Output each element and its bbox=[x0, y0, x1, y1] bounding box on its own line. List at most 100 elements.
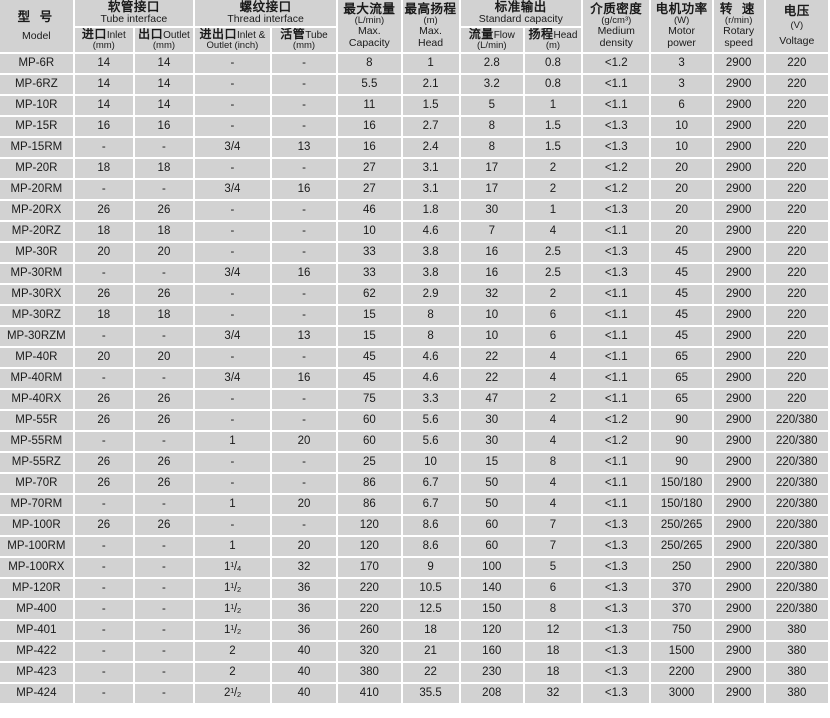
cell-voltage_v: 220 bbox=[765, 368, 830, 390]
cell-std_flow_lmin: 5 bbox=[460, 95, 525, 117]
cell-medium_density_gcm3: <1.3 bbox=[583, 683, 652, 705]
cell-std_head_m: 8 bbox=[524, 599, 584, 621]
cell-rotary_speed_rmin: 2900 bbox=[713, 683, 766, 705]
cell-rotary_speed_rmin: 2900 bbox=[713, 158, 766, 180]
cell-motor_power_w: 45 bbox=[651, 242, 714, 264]
cell-thread_inlet_outlet_inch: - bbox=[195, 305, 272, 327]
cell-motor_power_w: 250/265 bbox=[651, 536, 714, 558]
cell-std_flow_lmin: 208 bbox=[460, 683, 525, 705]
cell-std_head_m: 4 bbox=[524, 494, 584, 516]
cell-max_head_m: 3.8 bbox=[402, 242, 461, 264]
cell-max_capacity_lmin: 60 bbox=[338, 431, 403, 453]
cell-motor_power_w: 20 bbox=[651, 221, 714, 243]
cell-thread_inlet_outlet_inch: 3/4 bbox=[195, 137, 272, 159]
cell-max_capacity_lmin: 260 bbox=[338, 620, 403, 642]
cell-voltage_v: 380 bbox=[765, 641, 830, 663]
table-row: MP-15R 16 16- -16 2.7 8 1.5 <1.3 10 2900 220 bbox=[0, 116, 830, 138]
cell-tube_outlet_mm: 18 bbox=[134, 158, 196, 180]
table-row: MP-120R - -11/2 36 220 10.5 140 6 <1.3 370 2900 220… bbox=[0, 578, 830, 600]
cell-std_head_m: 0.8 bbox=[524, 74, 584, 96]
header-max-head: 最高扬程 (m) Max. Head bbox=[402, 0, 461, 54]
cell-model: MP-401 bbox=[0, 620, 75, 642]
cell-rotary_speed_rmin: 2900 bbox=[713, 536, 766, 558]
cell-voltage_v: 220/380 bbox=[765, 473, 830, 495]
cell-max_head_m: 5.6 bbox=[402, 410, 461, 432]
cell-tube_inlet_mm: - bbox=[74, 494, 135, 516]
cell-voltage_v: 380 bbox=[765, 620, 830, 642]
cell-rotary_speed_rmin: 2900 bbox=[713, 326, 766, 348]
cell-model: MP-20RX bbox=[0, 200, 75, 222]
cell-thread_tube_mm: 36 bbox=[271, 599, 339, 621]
cell-rotary_speed_rmin: 2900 bbox=[713, 263, 766, 285]
cell-max_capacity_lmin: 15 bbox=[338, 326, 403, 348]
cell-tube_inlet_mm: 26 bbox=[74, 389, 135, 411]
cell-model: MP-6R bbox=[0, 53, 75, 75]
cell-motor_power_w: 65 bbox=[651, 347, 714, 369]
cell-tube_inlet_mm: - bbox=[74, 431, 135, 453]
header-model: 型 号 Model bbox=[0, 0, 75, 54]
cell-rotary_speed_rmin: 2900 bbox=[713, 242, 766, 264]
cell-medium_density_gcm3: <1.1 bbox=[583, 389, 652, 411]
cell-max_head_m: 2.4 bbox=[402, 137, 461, 159]
cell-tube_inlet_mm: 18 bbox=[74, 158, 135, 180]
cell-max_head_m: 10 bbox=[402, 452, 461, 474]
cell-max_head_m: 35.5 bbox=[402, 683, 461, 705]
cell-rotary_speed_rmin: 2900 bbox=[713, 74, 766, 96]
cell-max_head_m: 12.5 bbox=[402, 599, 461, 621]
cell-tube_inlet_mm: - bbox=[74, 137, 135, 159]
cell-model: MP-100RM bbox=[0, 536, 75, 558]
cell-medium_density_gcm3: <1.3 bbox=[583, 578, 652, 600]
cell-rotary_speed_rmin: 2900 bbox=[713, 431, 766, 453]
cell-tube_inlet_mm: 26 bbox=[74, 452, 135, 474]
cell-thread_inlet_outlet_inch: 1 bbox=[195, 431, 272, 453]
cell-tube_inlet_mm: 14 bbox=[74, 95, 135, 117]
cell-voltage_v: 220/380 bbox=[765, 410, 830, 432]
cell-thread_tube_mm: - bbox=[271, 389, 339, 411]
cell-thread_inlet_outlet_inch: 21/2 bbox=[195, 683, 272, 705]
cell-voltage_v: 220 bbox=[765, 221, 830, 243]
cell-rotary_speed_rmin: 2900 bbox=[713, 347, 766, 369]
cell-medium_density_gcm3: <1.3 bbox=[583, 557, 652, 579]
table-row: MP-30R 20 20- -33 3.8 16 2.5 <1.3 45 2900 220 bbox=[0, 242, 830, 264]
cell-thread_inlet_outlet_inch: - bbox=[195, 74, 272, 96]
table-row: MP-40RX 26 26- -75 3.3 47 2 <1.1 65 2900 220 bbox=[0, 389, 830, 411]
cell-std_flow_lmin: 10 bbox=[460, 326, 525, 348]
header-std-head: 扬程Head (m) bbox=[524, 27, 584, 54]
cell-rotary_speed_rmin: 2900 bbox=[713, 305, 766, 327]
table-row: MP-55R 26 26- -60 5.6 30 4 <1.2 90 2900 220/380 bbox=[0, 410, 830, 432]
cell-voltage_v: 220 bbox=[765, 200, 830, 222]
cell-model: MP-40R bbox=[0, 347, 75, 369]
cell-thread_tube_mm: 16 bbox=[271, 368, 339, 390]
cell-std_flow_lmin: 2.8 bbox=[460, 53, 525, 75]
cell-max_capacity_lmin: 16 bbox=[338, 116, 403, 138]
header-row-sub: 进口Inlet (mm) 出口Outlet (mm) 进出口Inlet & Ou… bbox=[0, 27, 830, 54]
cell-rotary_speed_rmin: 2900 bbox=[713, 557, 766, 579]
cell-tube_outlet_mm: - bbox=[134, 557, 196, 579]
cell-tube_outlet_mm: 26 bbox=[134, 200, 196, 222]
cell-tube_inlet_mm: 14 bbox=[74, 74, 135, 96]
cell-std_flow_lmin: 17 bbox=[460, 158, 525, 180]
cell-motor_power_w: 3 bbox=[651, 53, 714, 75]
cell-max_capacity_lmin: 170 bbox=[338, 557, 403, 579]
cell-tube_inlet_mm: - bbox=[74, 368, 135, 390]
cell-model: MP-20RZ bbox=[0, 221, 75, 243]
cell-thread_tube_mm: - bbox=[271, 410, 339, 432]
cell-motor_power_w: 1500 bbox=[651, 641, 714, 663]
cell-voltage_v: 220 bbox=[765, 179, 830, 201]
cell-tube_outlet_mm: - bbox=[134, 683, 196, 705]
cell-thread_tube_mm: - bbox=[271, 284, 339, 306]
table-row: MP-100RX - -11/4 32 170 9 100 5 <1.3 250 2900 220/3… bbox=[0, 557, 830, 579]
table-row: MP-70RM - -1 20 86 6.7 50 4 <1.1 150/180 2900 220/3… bbox=[0, 494, 830, 516]
cell-tube_inlet_mm: 14 bbox=[74, 53, 135, 75]
cell-std_head_m: 2 bbox=[524, 179, 584, 201]
cell-max_capacity_lmin: 220 bbox=[338, 578, 403, 600]
cell-model: MP-30RM bbox=[0, 263, 75, 285]
cell-model: MP-15R bbox=[0, 116, 75, 138]
table-row: MP-401- -11/2 36 260 18 120 12 <1.3 750 2900 380 bbox=[0, 620, 830, 642]
table-row: MP-422- -2 40 320 21 160 18 <1.3 1500 2900 380 bbox=[0, 641, 830, 663]
header-tube-inlet: 进口Inlet (mm) bbox=[74, 27, 135, 54]
cell-tube_inlet_mm: - bbox=[74, 557, 135, 579]
header-voltage: 电压 (V) Voltage bbox=[765, 0, 830, 54]
cell-thread_inlet_outlet_inch: 2 bbox=[195, 662, 272, 684]
cell-std_head_m: 7 bbox=[524, 536, 584, 558]
